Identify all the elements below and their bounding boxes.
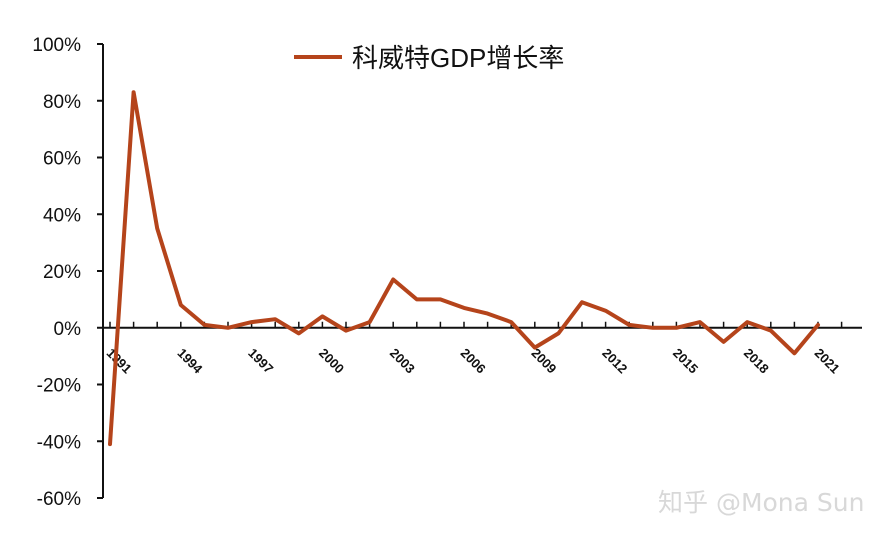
legend-label: 科威特GDP增长率: [352, 43, 564, 73]
x-tick-label: 2009: [528, 345, 559, 376]
series-layer: [108, 90, 820, 447]
y-tick-label: 20%: [43, 262, 81, 283]
y-axis-ticks: 100% 80% 60% 40% 20% 0% -20% -40% -60%: [32, 35, 103, 510]
x-tick-label: 2003: [387, 345, 418, 376]
watermark-text: 知乎 @Mona Sun: [658, 488, 865, 517]
x-tick-label: 2006: [458, 345, 489, 376]
x-axis-ticks: 1991 1994 1997 2000 2003 2006 2009 2012 2015 2018…: [104, 321, 843, 377]
x-tick-label: 2018: [741, 345, 772, 376]
x-tick-label: 2021: [812, 345, 843, 376]
y-tick-label: 0%: [54, 319, 82, 340]
y-tick-label: 80%: [43, 92, 81, 113]
y-tick-label: -20%: [37, 376, 81, 397]
y-tick-label: -40%: [37, 432, 81, 453]
y-tick-label: -60%: [37, 489, 81, 510]
y-tick-label: 100%: [32, 35, 81, 56]
legend: 科威特GDP增长率: [294, 43, 564, 73]
x-tick-label: 2000: [316, 345, 347, 376]
x-tick-label: 2015: [670, 345, 701, 376]
x-tick-label: 1997: [245, 345, 276, 376]
axes: [102, 44, 862, 498]
x-tick-label: 1994: [174, 345, 206, 377]
x-tick-label: 1991: [104, 345, 135, 376]
series-line: [108, 90, 820, 447]
y-tick-label: 60%: [43, 149, 81, 170]
x-tick-label: 2012: [599, 345, 630, 376]
y-tick-label: 40%: [43, 205, 81, 226]
